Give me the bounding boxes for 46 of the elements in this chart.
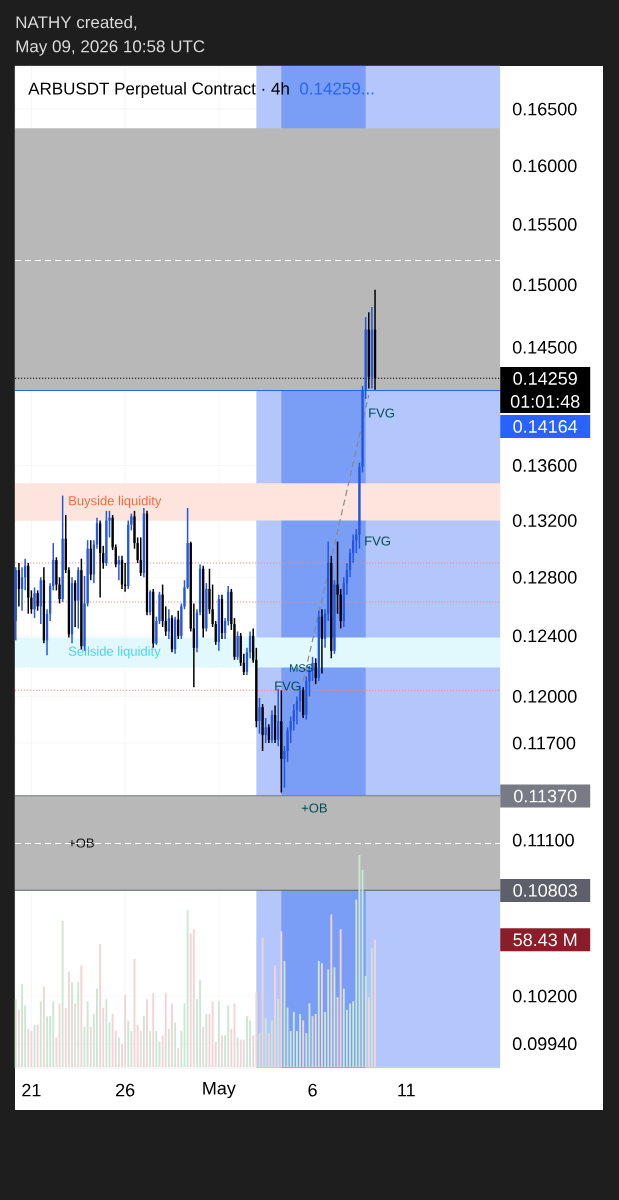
candlestick (258, 697, 261, 735)
y-tick-label: 0.15000 (512, 278, 577, 292)
x-tick-label: 11 (398, 1083, 415, 1097)
candlestick (73, 579, 77, 628)
y-tick-label: 0.14500 (512, 340, 577, 354)
annotation: FVG (275, 681, 300, 691)
y-tick-label: 0.15500 (512, 218, 577, 231)
annotation: +OB (301, 803, 327, 813)
text: May 09, 2026 10:58 UTC (16, 40, 205, 56)
y-tick-label: 0.09940 (512, 1037, 577, 1051)
y-tick-label: 0.16000 (512, 159, 577, 173)
ref-line-label: 0.11370 (514, 789, 577, 803)
y-tick-label: 0.13600 (512, 459, 577, 472)
band-label: Sellside liquidity (68, 646, 161, 659)
y-tick-label: 0.12400 (512, 629, 577, 643)
x-tick-label: 6 (308, 1083, 317, 1097)
candlestick (267, 723, 270, 744)
text: ARBUSDT Perpetual Contract · 4h (28, 82, 289, 98)
x-tick-label: 21 (22, 1083, 41, 1097)
candlestick (261, 703, 264, 752)
y-tick-label: 0.12000 (512, 690, 577, 703)
ref-line-label: 0.10803 (513, 884, 577, 897)
text: 0.14259... (299, 82, 374, 95)
y-tick-label: 0.13200 (512, 514, 577, 527)
text: 58.43 M (513, 933, 577, 947)
candlestick (105, 510, 108, 567)
ref-line-label: 0.14164 (513, 420, 578, 433)
ref-line-label: 0.14259 (513, 372, 577, 385)
candlestick (236, 630, 239, 661)
y-tick-label: 0.11700 (512, 736, 576, 750)
candlestick (205, 582, 208, 633)
candlestick (36, 589, 39, 612)
x-tick-label: 26 (116, 1083, 135, 1097)
y-tick-label: 0.16500 (512, 102, 577, 116)
y-tick-label: 0.10200 (512, 989, 577, 1003)
text: NATHY created, (16, 15, 137, 31)
text: 01:01:48 (510, 395, 580, 408)
x-tick-label: May (203, 1082, 236, 1099)
y-tick-label: 0.11100 (512, 833, 574, 847)
annotation: FVG (369, 408, 394, 418)
candlestick (33, 586, 36, 619)
band-label: Buyside liquidity (69, 495, 162, 508)
candlestick (61, 494, 64, 603)
annotation: FVG (365, 536, 390, 546)
candlestick (333, 579, 336, 655)
y-tick-label: 0.12800 (512, 570, 577, 584)
